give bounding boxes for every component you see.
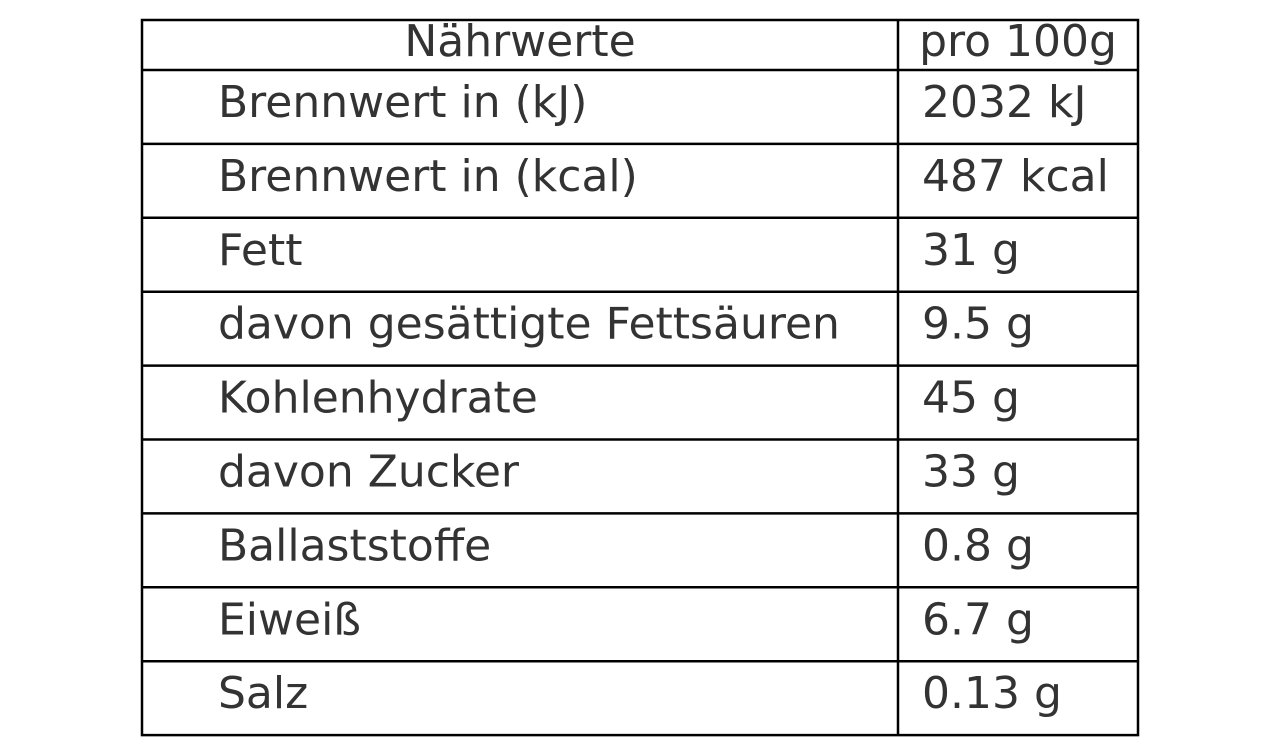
nutrient-name: Brennwert in (kJ)	[218, 77, 587, 128]
nutrient-name: davon gesättigte Fettsäuren	[218, 299, 840, 350]
nutrient-name: Fett	[218, 225, 302, 276]
header-cell: Nährwerte	[404, 16, 635, 67]
nutrient-name: Salz	[218, 668, 308, 719]
nutrient-amount: 487 kcal	[922, 151, 1109, 202]
nutrient-name: Kohlenhydrate	[218, 373, 538, 424]
nutrient-amount: 2032 kJ	[922, 77, 1086, 128]
nutrient-amount: 9.5 g	[922, 299, 1034, 350]
nutrient-amount: 31 g	[922, 225, 1020, 276]
nutrient-name: davon Zucker	[218, 446, 520, 497]
nutrient-amount: 0.8 g	[922, 520, 1034, 571]
nutrient-name: Ballaststoffe	[218, 520, 491, 571]
header-cell: pro 100g	[919, 16, 1117, 67]
nutrient-name: Eiweiß	[218, 594, 361, 645]
table-border	[140, 18, 1140, 737]
nutrient-amount: 6.7 g	[922, 594, 1034, 645]
nutrient-amount: 33 g	[922, 446, 1020, 497]
nutrient-name: Brennwert in (kcal)	[218, 151, 638, 202]
nutrient-amount: 45 g	[922, 373, 1020, 424]
nutrient-amount: 0.13 g	[922, 668, 1062, 719]
